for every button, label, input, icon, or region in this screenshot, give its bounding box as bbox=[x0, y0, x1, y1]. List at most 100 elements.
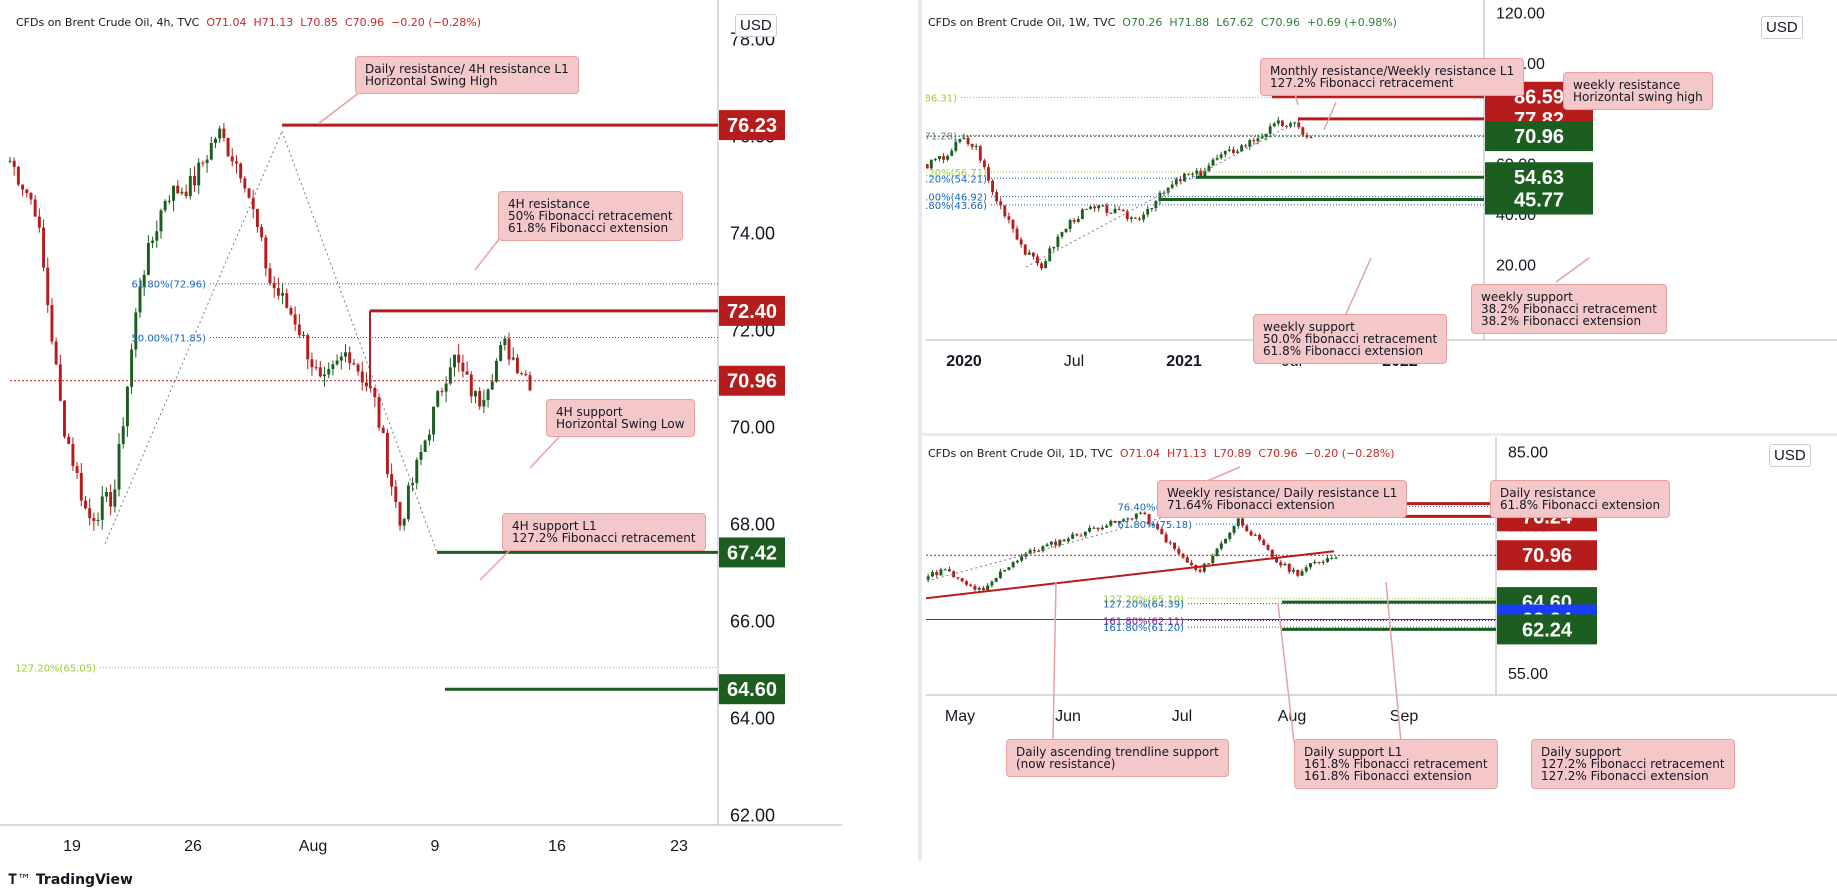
candle-body bbox=[54, 341, 58, 365]
candle-body bbox=[243, 178, 247, 189]
candle-body bbox=[272, 283, 276, 289]
currency-button[interactable]: USD bbox=[735, 14, 777, 37]
candle-body bbox=[1309, 137, 1313, 139]
price-badge-label: 72.40 bbox=[727, 301, 777, 323]
annotation-line: 127.2% Fibonacci retracement bbox=[512, 531, 696, 545]
candle-body bbox=[134, 312, 138, 350]
tradingview-brand: TradingView bbox=[35, 872, 133, 888]
candle-body bbox=[1232, 526, 1236, 533]
candle-body bbox=[1121, 210, 1125, 212]
price-tick-label: 20.00 bbox=[1496, 257, 1536, 274]
candle-body bbox=[92, 518, 96, 522]
candle-body bbox=[1085, 208, 1088, 210]
ohlc-open: O71.04 bbox=[206, 16, 247, 29]
candle-body bbox=[1262, 539, 1266, 546]
currency-button[interactable]: USD bbox=[1769, 444, 1811, 467]
fib-diagonal bbox=[926, 508, 1195, 582]
price-tick-label: 62.00 bbox=[730, 805, 775, 825]
annotation-line: 50% Fibonacci retracement bbox=[508, 209, 673, 223]
candle-body bbox=[1223, 150, 1227, 155]
candle-body bbox=[1003, 569, 1007, 572]
candle-body bbox=[1092, 527, 1096, 529]
price-badge-label: 86.59 bbox=[1514, 87, 1564, 109]
candle-body bbox=[113, 489, 117, 507]
candle-body bbox=[1062, 539, 1066, 542]
pane-divider-horizontal[interactable] bbox=[922, 433, 1837, 436]
candle-body bbox=[1028, 549, 1032, 554]
candle-body bbox=[926, 164, 929, 169]
candle-body bbox=[16, 167, 20, 185]
annotation-line: weekly support bbox=[1481, 290, 1573, 304]
candle-body bbox=[946, 155, 950, 160]
candle-body bbox=[1040, 263, 1043, 269]
chart-1d[interactable]: 85.0080.0075.0070.0065.0060.0055.00AprMa… bbox=[926, 437, 1837, 860]
time-tick-label: 9 bbox=[431, 838, 440, 855]
price-badge-label: 67.42 bbox=[727, 542, 777, 564]
annotation-pointer bbox=[1277, 602, 1295, 743]
time-tick-label: 19 bbox=[63, 838, 81, 855]
candle-body bbox=[214, 138, 217, 143]
ohlc-close: C70.96 bbox=[1258, 447, 1298, 460]
candle-body bbox=[982, 160, 986, 168]
annotation-1d-2: Daily resistance 61.8% Fibonacci extensi… bbox=[1490, 480, 1671, 518]
candle-body bbox=[29, 193, 33, 200]
candle-body bbox=[1160, 528, 1164, 535]
chart-1w[interactable]: 120.00100.0080.0060.0040.0020.000.00Jul2… bbox=[926, 0, 1837, 436]
candle-body bbox=[1129, 217, 1133, 220]
candle-body bbox=[1297, 122, 1301, 128]
candle-body bbox=[1207, 165, 1211, 171]
candle-body bbox=[1280, 120, 1284, 126]
pane-divider-vertical[interactable] bbox=[918, 0, 922, 860]
candle-body bbox=[1117, 520, 1121, 523]
annotation-1w-2: weekly resistance Horizontal swing high bbox=[1563, 72, 1713, 110]
annotation-line: Horizontal Swing High bbox=[365, 74, 498, 88]
candle-body bbox=[964, 581, 968, 585]
candle-body bbox=[954, 141, 958, 151]
candle-body bbox=[381, 427, 385, 433]
time-tick-label: 16 bbox=[548, 838, 566, 855]
chart-1w-canvas[interactable]: 120.00100.0080.0060.0040.0020.000.00Jul2… bbox=[926, 0, 1837, 436]
price-badge bbox=[1485, 184, 1593, 215]
candle-body bbox=[1066, 538, 1070, 542]
tradingview-logo[interactable]: 𝐓™ TradingView bbox=[8, 872, 133, 888]
candle-body bbox=[999, 201, 1003, 206]
candle-body bbox=[398, 502, 402, 526]
candle-body bbox=[1211, 555, 1215, 564]
time-tick-label: 23 bbox=[670, 838, 688, 855]
ohlc-open: O71.04 bbox=[1119, 447, 1161, 460]
candle-body bbox=[180, 191, 184, 194]
price-badge-label: 45.77 bbox=[1514, 190, 1564, 212]
candle-body bbox=[952, 571, 956, 578]
candle-body bbox=[1011, 562, 1015, 568]
candle-body bbox=[1304, 567, 1308, 572]
ohlc-high: H71.13 bbox=[1167, 447, 1207, 460]
annotation-4h-3: 4H support Horizontal Swing Low bbox=[546, 399, 695, 437]
candle-body bbox=[1083, 531, 1087, 536]
ohlc-close: C70.96 bbox=[1260, 16, 1300, 29]
candle-body bbox=[385, 432, 389, 475]
annotation-line: Horizontal swing high bbox=[1573, 90, 1703, 104]
candle-body bbox=[939, 569, 943, 576]
candle-body bbox=[1178, 179, 1182, 182]
candle-body bbox=[1019, 239, 1023, 245]
candle-body bbox=[995, 192, 999, 202]
chart-4h-canvas[interactable]: 78.0076.0074.0072.0070.0068.0066.0064.00… bbox=[0, 0, 842, 860]
candle-body bbox=[1122, 519, 1126, 521]
candle-body bbox=[432, 406, 436, 435]
candle-body bbox=[402, 519, 406, 526]
candle-body bbox=[1268, 126, 1272, 134]
candle-body bbox=[1058, 539, 1062, 546]
candle-body bbox=[960, 578, 964, 582]
candle-body bbox=[1300, 571, 1304, 576]
candle-body bbox=[962, 137, 966, 140]
chart-4h[interactable]: 78.0076.0074.0072.0070.0068.0066.0064.00… bbox=[0, 0, 842, 860]
candle-body bbox=[1240, 145, 1244, 152]
annotation-pointer bbox=[1385, 581, 1402, 743]
candle-body bbox=[1270, 549, 1274, 558]
annotation-line: 161.8% Fibonacci extension bbox=[1304, 769, 1472, 783]
candle-body bbox=[1117, 208, 1121, 211]
currency-button[interactable]: USD bbox=[1761, 16, 1803, 39]
annotation-line: 38.2% Fibonacci retracement bbox=[1481, 302, 1657, 316]
candle-body bbox=[1258, 534, 1262, 540]
candle-body bbox=[58, 364, 62, 401]
